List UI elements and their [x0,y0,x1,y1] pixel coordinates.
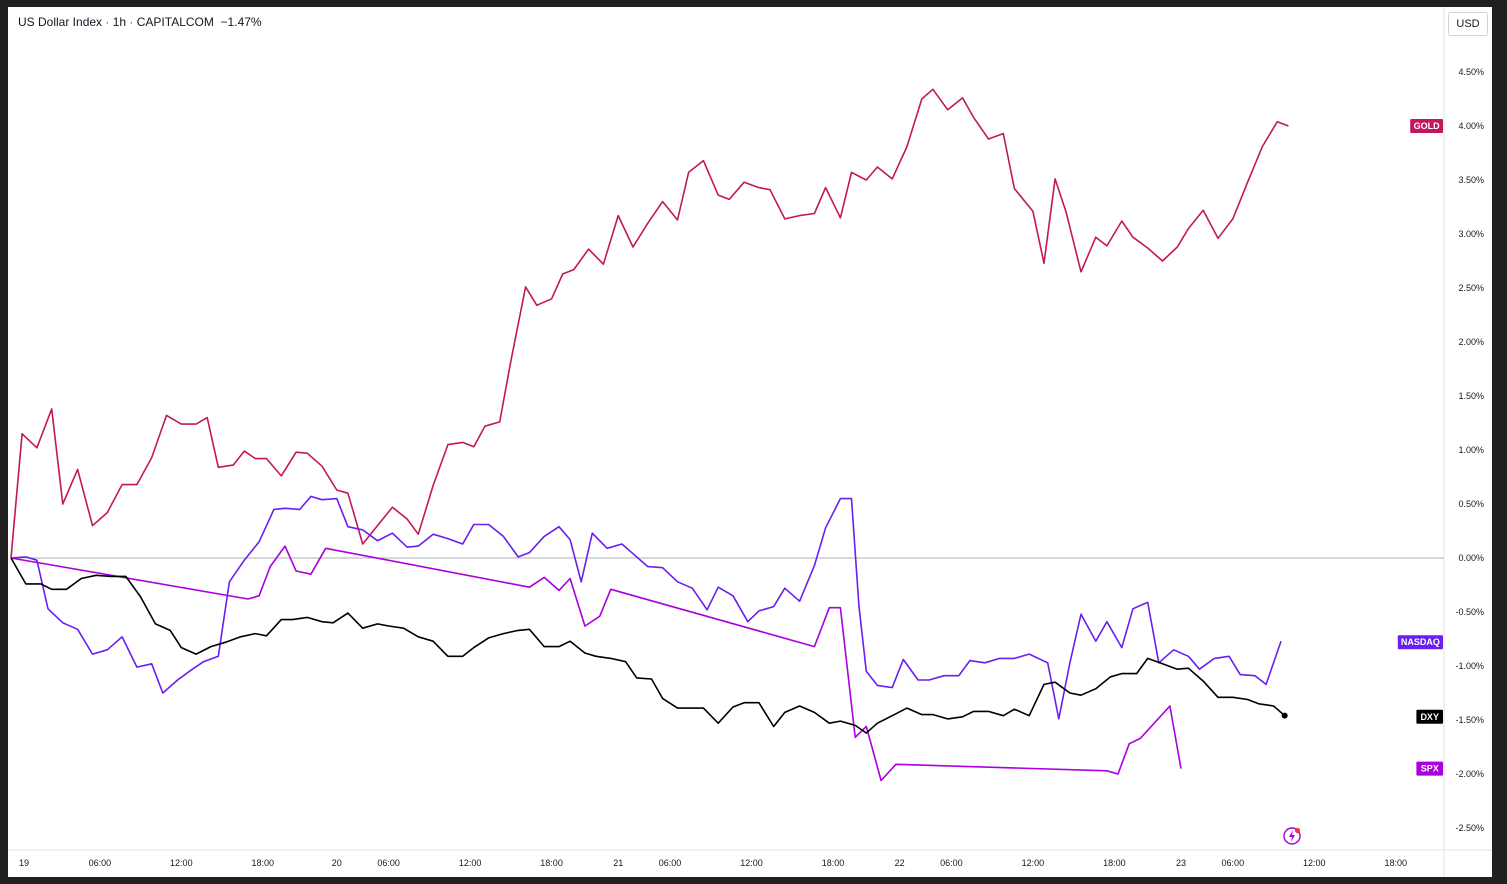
y-tick-label: -2.50% [1455,823,1484,833]
tag-label: SPX [1421,764,1439,774]
series-layer [10,88,1289,782]
chart-title[interactable]: US Dollar Index · 1h · CAPITALCOM −1.47% [18,15,262,29]
exchange-label: CAPITALCOM [136,15,214,29]
y-tick-label: 1.50% [1458,391,1484,401]
x-tick-label: 19 [19,858,29,868]
chart-frame: US Dollar Index · 1h · CAPITALCOM −1.47%… [8,7,1492,877]
x-tick-label: 12:00 [459,858,482,868]
tag-dxy[interactable]: DXY [1416,709,1443,724]
x-tick-label: 12:00 [740,858,763,868]
y-tick-label: 2.50% [1458,283,1484,293]
currency-button[interactable]: USD [1448,12,1488,36]
series-line-spx[interactable] [10,545,1182,782]
y-tick-label: 0.50% [1458,499,1484,509]
y-tick-label: -2.00% [1455,769,1484,779]
x-tick-label: 06:00 [940,858,963,868]
x-tick-label: 06:00 [1222,858,1245,868]
x-tick-label: 12:00 [1022,858,1045,868]
symbol-name[interactable]: US Dollar Index [18,15,103,29]
x-tick-label: 22 [895,858,905,868]
x-tick-label: 18:00 [540,858,563,868]
chart-plot[interactable]: 4.50% 4.00% 3.50% 3.00% 2.50% 2.00% 1.50% 1.00%… [8,7,1492,877]
x-tick-label: 18:00 [822,858,845,868]
y-tick-label: 1.00% [1458,445,1484,455]
y-tick-label: -1.50% [1455,715,1484,725]
x-tick-label: 21 [613,858,623,868]
tag-label: GOLD [1414,121,1440,131]
y-tick-label: 0.00% [1458,553,1484,563]
y-tick-label: -1.00% [1455,661,1484,671]
y-tick-label: 4.50% [1458,67,1484,77]
interval-label[interactable]: 1h [112,15,127,29]
y-tick-label: 3.00% [1458,229,1484,239]
x-tick-label: 12:00 [170,858,193,868]
x-tick-label: 23 [1176,858,1186,868]
tag-nasdaq[interactable]: NASDAQ [1397,635,1443,650]
y-tick-label: 3.50% [1458,175,1484,185]
y-tick-label: 4.00% [1458,121,1484,131]
tag-spx[interactable]: SPX [1416,761,1443,776]
x-tick-label: 06:00 [377,858,400,868]
x-tick-label: 18:00 [252,858,275,868]
last-value-tags: GOLD NASDAQ DXY SPX [1397,119,1443,776]
x-tick-label: 20 [332,858,342,868]
x-tick-label: 12:00 [1303,858,1326,868]
tag-gold[interactable]: GOLD [1410,119,1443,133]
tag-label: NASDAQ [1401,637,1440,647]
price-axis[interactable]: 4.50% 4.00% 3.50% 3.00% 2.50% 2.00% 1.50% 1.00%… [1443,7,1484,877]
x-tick-label: 18:00 [1384,858,1407,868]
lightning-icon[interactable] [1281,825,1303,847]
tag-label: DXY [1420,712,1439,722]
series-line-gold[interactable] [10,88,1289,559]
lightning-icon-graphic [1283,827,1301,845]
series-line-nasdaq[interactable] [10,495,1282,720]
x-tick-label: 06:00 [659,858,682,868]
change-value: −1.47% [220,15,262,29]
x-tick-label: 18:00 [1103,858,1126,868]
x-tick-label: 06:00 [89,858,112,868]
y-tick-label: -0.50% [1455,607,1484,617]
dxy-last-point [1281,712,1288,719]
series-line-dxy[interactable] [10,557,1286,734]
time-axis[interactable]: 19 06:00 12:00 18:00 20 06:00 12:00 18:00 21 06:0… [8,849,1492,868]
y-tick-label: 2.00% [1458,337,1484,347]
